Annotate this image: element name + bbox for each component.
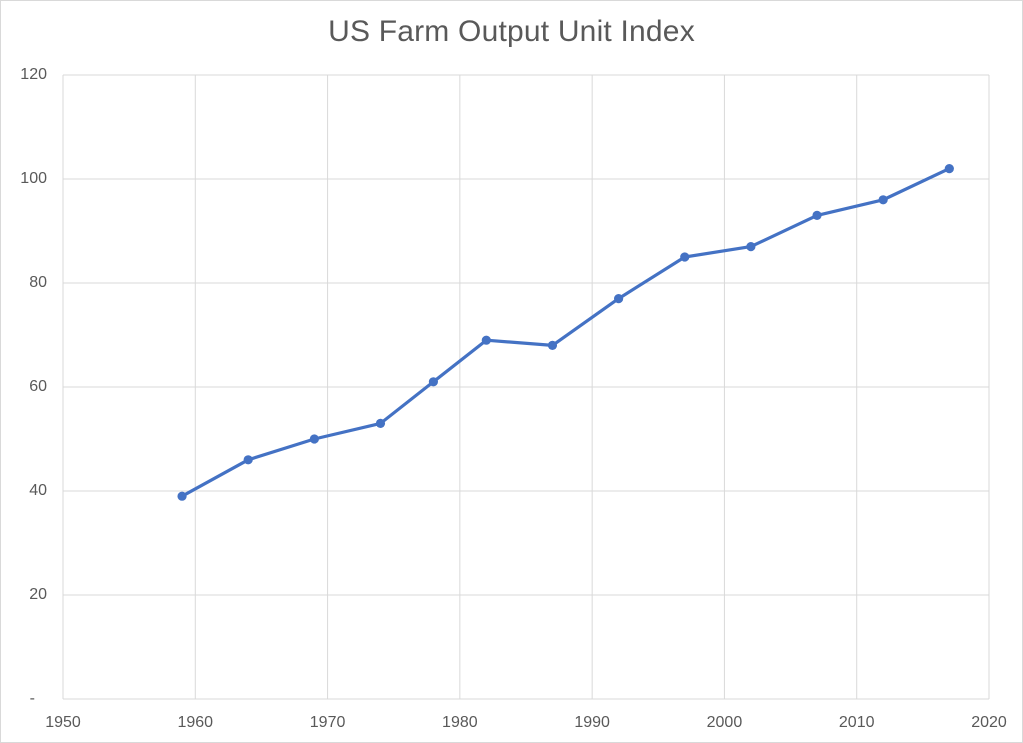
y-tick-label: -	[29, 690, 35, 707]
data-point-marker	[309, 434, 319, 444]
data-point-marker	[878, 195, 888, 205]
x-tick-label: 1970	[309, 714, 346, 731]
data-point-marker	[614, 294, 624, 304]
data-point-marker	[243, 455, 253, 465]
x-tick-label: 2010	[838, 714, 875, 731]
x-tick-label: 2020	[971, 714, 1007, 731]
y-tick-label: 40	[29, 482, 47, 499]
y-tick-label: 60	[29, 378, 47, 395]
data-point-marker	[944, 164, 954, 174]
x-tick-label: 1960	[177, 714, 214, 731]
x-tick-label: 2000	[706, 714, 743, 731]
data-point-marker	[547, 340, 558, 350]
y-tick-label: 80	[29, 274, 47, 291]
data-point-marker	[375, 418, 386, 428]
data-point-marker	[680, 252, 690, 262]
series-line	[180, 167, 951, 498]
y-tick-label: 100	[20, 170, 47, 187]
data-point-marker	[481, 335, 491, 345]
data-point-marker	[746, 242, 756, 252]
data-point-marker	[428, 377, 438, 387]
y-tick-label: 20	[29, 586, 47, 603]
x-tick-label: 1990	[574, 714, 610, 731]
data-point-marker	[812, 210, 822, 220]
data-point-marker	[177, 491, 187, 501]
x-tick-label: 1950	[45, 714, 81, 731]
x-tick-label: 1980	[442, 714, 478, 731]
chart-title: US Farm Output Unit Index	[328, 15, 695, 48]
y-tick-label: 120	[20, 66, 47, 83]
